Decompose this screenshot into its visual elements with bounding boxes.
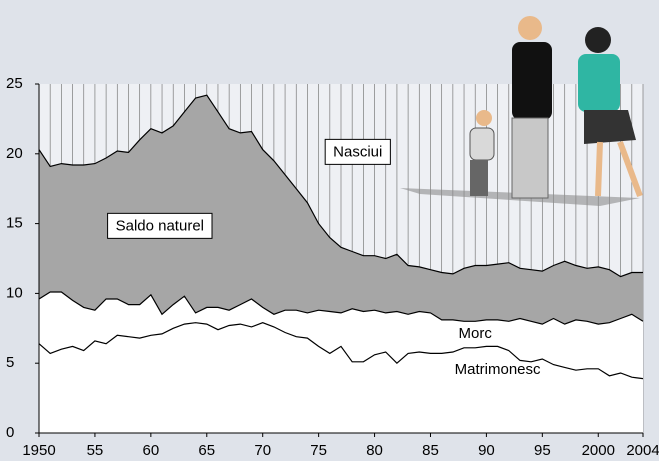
x-tick-label: 55: [87, 442, 104, 459]
x-tick-label: 70: [254, 442, 271, 459]
x-tick-label: 2004: [626, 442, 659, 459]
woman-legs: [595, 140, 643, 198]
y-tick-label: 15: [6, 215, 23, 232]
series-label: Morc: [459, 325, 493, 342]
x-tick-label: 1950: [22, 442, 55, 459]
man-body: [512, 42, 552, 120]
y-tick-label: 20: [6, 145, 23, 162]
labels: 0 5 10 15 20 25 1950 55 60 65 70 75 80 85 90 95 2000 2004…: [6, 75, 659, 459]
woman-top: [578, 54, 620, 112]
annotation: Saldo naturel: [116, 217, 204, 234]
child-body: [469, 127, 495, 161]
y-tick-label: 5: [6, 354, 14, 371]
x-tick-label: 65: [198, 442, 215, 459]
series-label: Matrimonesc: [455, 361, 541, 378]
woman-skirt: [584, 110, 636, 144]
x-tick-label: 95: [534, 442, 551, 459]
series-line: [38, 322, 644, 380]
y-tick-label: 25: [6, 75, 23, 92]
x-tick-label: 60: [143, 442, 160, 459]
child-legs: [470, 160, 488, 196]
x-tick-label: 2000: [582, 442, 615, 459]
x-tick-label: 80: [366, 442, 383, 459]
x-tick-label: 75: [310, 442, 327, 459]
series-label: Nasciui: [333, 143, 382, 160]
family-illustration: [400, 16, 643, 206]
area-fill: [39, 292, 643, 433]
annotation-box: [107, 212, 213, 239]
x-tick-label: 90: [478, 442, 495, 459]
y-tick-label: 10: [6, 284, 23, 301]
man-legs: [511, 117, 549, 199]
series-label-box: [324, 138, 391, 165]
series-line: [38, 94, 643, 278]
woman-hair: [585, 27, 611, 53]
x-tick-label: 85: [422, 442, 439, 459]
y-tick-label: 0: [6, 424, 14, 441]
man-head: [518, 16, 542, 40]
series-line: [38, 291, 644, 325]
areas: [38, 84, 644, 434]
area-fill: [39, 95, 643, 325]
child-head: [476, 110, 492, 126]
